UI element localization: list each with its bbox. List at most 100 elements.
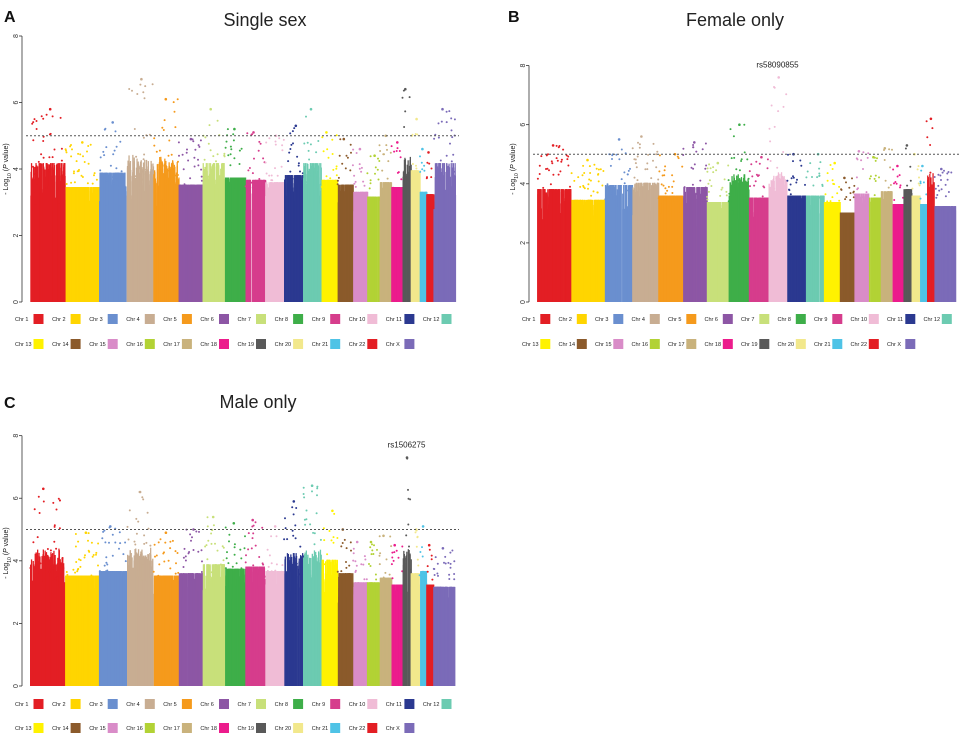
snp-column — [673, 201, 675, 302]
snp-point — [777, 194, 780, 197]
snp-column — [800, 210, 802, 302]
snp-column — [329, 179, 331, 302]
snp-point — [899, 184, 902, 187]
snp-column — [438, 197, 440, 302]
snp-point — [876, 157, 878, 160]
snp-point — [200, 179, 203, 182]
snp-column — [135, 190, 138, 302]
snp-point — [655, 166, 658, 169]
snp-point — [650, 177, 653, 180]
snp-point — [401, 96, 404, 99]
snp-point — [884, 179, 887, 182]
snp-point — [430, 167, 433, 170]
snp-column — [688, 187, 690, 302]
snp-point — [291, 177, 294, 180]
snp-point — [310, 175, 313, 177]
y-tick-label: 6 — [520, 123, 527, 127]
snp-column — [378, 196, 380, 302]
snp-column — [390, 195, 392, 302]
snp-column — [660, 213, 662, 302]
snp-column — [269, 197, 271, 302]
snp-point — [142, 91, 145, 94]
snp-column — [278, 182, 280, 302]
chr-21-points — [919, 164, 928, 302]
snp-point — [440, 120, 443, 123]
snp-point — [93, 174, 95, 177]
snp-point — [227, 154, 230, 157]
snp-column — [597, 199, 599, 302]
snp-column — [207, 194, 209, 302]
snp-point — [299, 170, 301, 173]
snp-column — [802, 195, 804, 302]
snp-point — [755, 173, 758, 176]
snp-column — [599, 199, 601, 302]
snp-column — [909, 209, 911, 302]
snp-column — [739, 190, 741, 302]
snp-column — [868, 201, 870, 302]
snp-point — [80, 174, 83, 177]
snp-column — [640, 182, 642, 302]
chr-18-points — [892, 164, 905, 302]
snp-column — [123, 200, 125, 302]
snp-point — [706, 167, 709, 170]
snp-column — [128, 185, 131, 302]
snp-column — [782, 203, 784, 302]
legend-item: Chr 15 — [89, 339, 118, 349]
snp-column — [841, 212, 844, 302]
snp-column — [676, 195, 678, 302]
snp-point — [818, 172, 821, 175]
snp-column — [246, 184, 249, 302]
snp-column — [317, 165, 320, 302]
snp-column — [61, 163, 63, 302]
snp-point — [629, 188, 632, 191]
snp-point — [620, 148, 623, 151]
snp-column — [692, 211, 694, 302]
snp-column — [117, 172, 119, 302]
snp-point — [374, 166, 377, 169]
snp-point — [911, 187, 914, 190]
snp-point — [873, 194, 876, 197]
snp-point — [775, 177, 778, 180]
snp-point — [750, 163, 753, 166]
legend-label: Chr 6 — [200, 317, 213, 323]
snp-point — [352, 148, 355, 151]
snp-point — [335, 174, 338, 177]
snp-point — [212, 155, 215, 158]
snp-point — [740, 160, 743, 162]
snp-point — [105, 179, 108, 182]
snp-point — [292, 142, 294, 145]
snp-column — [275, 182, 277, 302]
panel-letter: B — [508, 9, 520, 26]
snp-column — [81, 187, 83, 302]
snp-point — [562, 194, 564, 197]
snp-point — [268, 137, 271, 140]
snp-column — [381, 182, 383, 302]
snp-point — [173, 110, 176, 113]
snp-column — [777, 199, 779, 302]
snp-column — [902, 204, 904, 302]
snp-column — [866, 205, 868, 302]
snp-column — [910, 189, 912, 302]
snp-column — [742, 199, 744, 302]
snp-column — [297, 175, 299, 302]
snp-column — [663, 195, 665, 302]
snp-column — [895, 204, 898, 302]
snp-column — [426, 194, 428, 302]
snp-point — [53, 148, 56, 151]
snp-column — [441, 163, 444, 302]
snp-column — [686, 218, 688, 302]
snp-column — [584, 214, 586, 302]
snp-column — [694, 187, 696, 302]
snp-column — [890, 191, 892, 302]
snp-column — [444, 189, 446, 302]
snp-column — [335, 179, 337, 302]
snp-column — [618, 210, 621, 302]
legend-item: Chr 22 — [349, 339, 378, 349]
snp-column — [604, 185, 607, 302]
snp-column — [863, 210, 865, 302]
snp-column — [771, 180, 773, 302]
snp-column — [314, 163, 316, 302]
snp-column — [399, 214, 401, 302]
snp-point — [175, 174, 178, 177]
snp-column — [646, 203, 648, 302]
